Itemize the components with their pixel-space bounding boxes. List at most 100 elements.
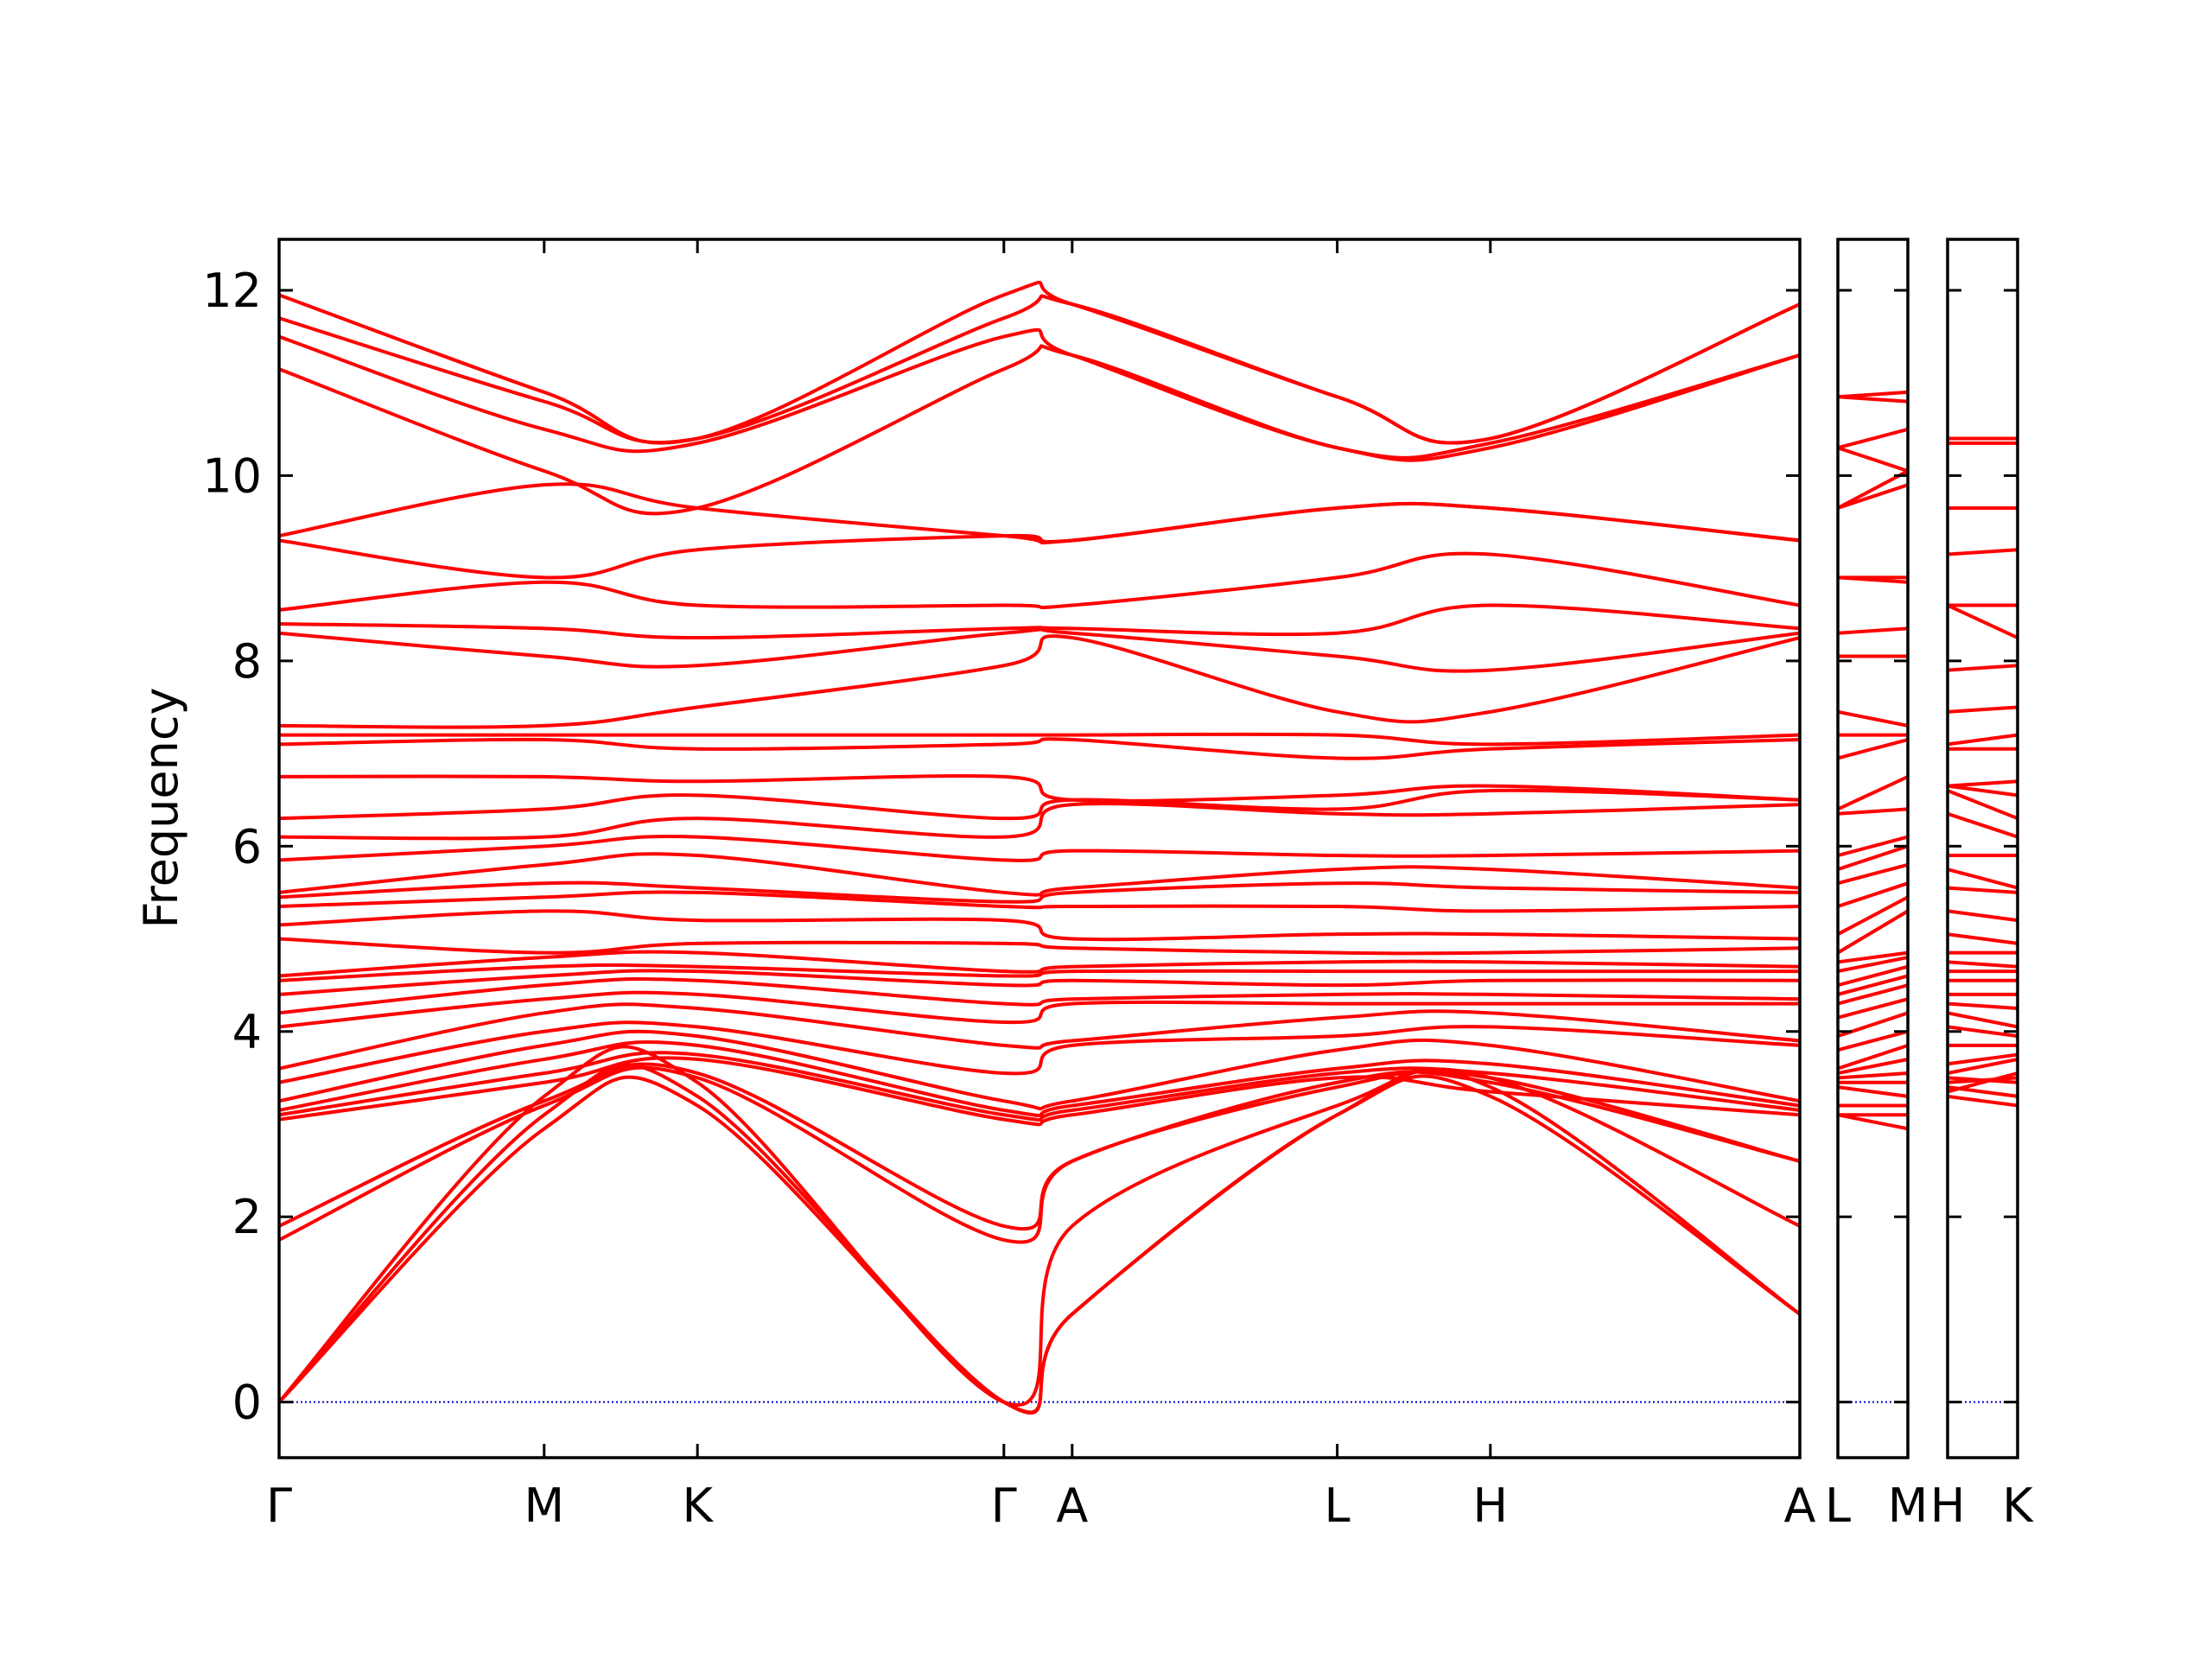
panel-3	[1946, 238, 2019, 1459]
band-line-4	[1948, 1076, 2018, 1084]
band-line-25	[279, 773, 1800, 803]
band-line-22	[1838, 835, 1908, 858]
band-line-23	[1838, 807, 1908, 816]
band-line-34	[279, 344, 1800, 516]
band-line-5	[1948, 1071, 2018, 1094]
band-line-13	[279, 976, 1800, 1015]
band-line-33	[1838, 469, 1908, 510]
x-tick-label-A: A	[1784, 1478, 1816, 1533]
band-line-15	[1948, 960, 2018, 969]
band-line-37	[279, 280, 1800, 445]
band-line-15	[279, 963, 1800, 982]
panel-frame	[1836, 238, 1910, 1459]
band-line-34	[1838, 446, 1908, 474]
x-tick-label-H: H	[1473, 1478, 1509, 1533]
band-line-29	[1948, 664, 2018, 672]
band-line-17	[1838, 909, 1908, 955]
band-line-32	[1948, 548, 2018, 556]
band-line-29	[279, 627, 1800, 673]
x-tick-label-M: M	[524, 1478, 564, 1533]
band-line-24	[279, 788, 1800, 821]
band-line-12	[279, 990, 1800, 1029]
panel-1	[277, 238, 1802, 1459]
band-lines	[1948, 436, 2018, 1108]
band-line-16	[279, 950, 1800, 978]
band-line-10	[1948, 1011, 2018, 1029]
band-line-35	[1838, 427, 1908, 450]
x-tick-label-L: L	[1325, 1478, 1351, 1533]
y-tick-label: 8	[232, 634, 262, 689]
band-line-35	[279, 327, 1800, 460]
band-line-18	[1948, 909, 2018, 923]
band-line-4	[1838, 1085, 1908, 1098]
band-line-10	[279, 1020, 1800, 1084]
band-line-6	[1838, 1071, 1908, 1080]
band-line-37	[1838, 390, 1908, 399]
band-line-27	[279, 732, 1800, 747]
band-line-23	[279, 802, 1800, 841]
y-tick-label: 2	[232, 1190, 262, 1244]
band-line-20	[1838, 862, 1908, 886]
y-tick-label: 10	[202, 448, 262, 503]
band-line-28	[279, 634, 1800, 729]
band-line-22	[1948, 811, 2018, 839]
band-lines	[279, 280, 1800, 1415]
x-tick-label-K: K	[682, 1478, 714, 1533]
band-line-5	[279, 1062, 1800, 1231]
band-line-27	[1948, 733, 2018, 747]
band-line-18	[279, 909, 1800, 942]
band-line-10	[1838, 1011, 1908, 1039]
y-axis-title: Frequency	[134, 688, 188, 929]
band-line-25	[1948, 779, 2018, 788]
band-line-11	[1948, 1001, 2018, 1010]
panel-frame	[277, 238, 1802, 1459]
band-line-16	[1838, 950, 1908, 964]
x-tick-label-M: M	[1888, 1478, 1929, 1533]
band-line-33	[279, 482, 1800, 545]
band-lines	[1838, 390, 1908, 1131]
band-line-30	[1948, 603, 2018, 640]
band-line-18	[1838, 895, 1908, 937]
band-line-19	[1838, 881, 1908, 909]
y-tick-labels: 0 2 4 6 8 10 12	[202, 264, 262, 1430]
band-line-23	[1948, 788, 2018, 821]
band-line-6	[1948, 1057, 2018, 1076]
band-line-1	[1948, 1094, 2018, 1108]
band-line-19	[279, 890, 1800, 913]
band-line-17	[279, 937, 1800, 956]
band-line-26	[279, 737, 1800, 760]
band-line-30	[279, 603, 1800, 640]
y-tick-label: 12	[202, 264, 262, 318]
x-tick-label-H: H	[1930, 1478, 1966, 1533]
y-tick-label: 0	[232, 1376, 262, 1430]
band-line-20	[1948, 868, 2018, 890]
plot-panels	[277, 238, 2019, 1459]
band-line-29	[1838, 626, 1908, 635]
band-line-15	[1838, 955, 1908, 974]
band-line-11	[1838, 997, 1908, 1020]
band-line-19	[1948, 886, 2018, 894]
band-line-8	[279, 1039, 1800, 1118]
band-line-22	[279, 835, 1800, 862]
y-tick-label: 6	[232, 819, 262, 874]
panel-frame	[1946, 238, 2019, 1459]
band-line-21	[1838, 844, 1908, 872]
band-line-11	[279, 1002, 1800, 1071]
band-line-12	[1838, 983, 1908, 1006]
x-tick-label-A: A	[1056, 1478, 1088, 1533]
band-line-2	[1948, 1085, 2018, 1098]
band-line-28	[1948, 705, 2018, 714]
band-line-4	[279, 1065, 1800, 1244]
band-line-31	[279, 551, 1800, 612]
band-line-14	[279, 969, 1800, 996]
band-line-9	[1948, 1025, 2018, 1039]
x-tick-label-L: L	[1825, 1478, 1851, 1533]
band-line-7	[1838, 1057, 1908, 1076]
band-line-25	[1838, 738, 1908, 760]
y-tick-label: 4	[232, 1005, 262, 1059]
band-line-13	[1838, 974, 1908, 996]
band-line-9	[279, 1029, 1800, 1111]
